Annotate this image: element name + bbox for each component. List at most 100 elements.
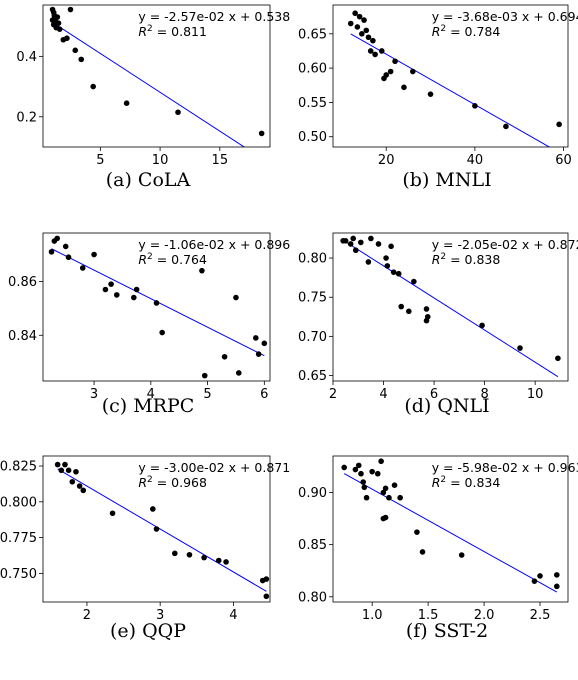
- x-tick-label: 1.0: [362, 608, 383, 623]
- subfigure-caption: (e) QQP: [110, 620, 186, 642]
- data-point: [397, 494, 403, 501]
- data-point: [76, 483, 83, 489]
- data-point: [56, 26, 63, 32]
- data-point: [517, 345, 523, 351]
- data-point: [458, 552, 465, 558]
- data-point: [406, 308, 412, 315]
- data-point: [54, 14, 61, 20]
- fit-line: [342, 239, 559, 378]
- data-point: [423, 306, 430, 312]
- data-point: [62, 243, 69, 250]
- data-point: [64, 35, 70, 42]
- x-tick-label: 6: [260, 387, 268, 402]
- data-point: [233, 294, 239, 301]
- data-point: [223, 559, 229, 565]
- x-tick-label: 4: [229, 608, 237, 623]
- y-tick-label: 0.800: [0, 495, 37, 510]
- x-tick-label: 10: [152, 153, 169, 168]
- chart-panel-6: 1.0 1.5 2.0 2.5 0.80 0.85 0.90 y = -5.98e-02 x …: [298, 455, 578, 642]
- data-point: [80, 487, 87, 494]
- x-tick-label: 3: [90, 387, 98, 402]
- x-tick-label: 4: [379, 387, 387, 402]
- data-point: [357, 239, 364, 246]
- data-point: [369, 468, 375, 475]
- y-tick-label: 0.86: [8, 275, 37, 290]
- data-point: [363, 27, 370, 34]
- x-tick-label: 10: [527, 387, 544, 402]
- data-point: [69, 478, 76, 485]
- data-point: [109, 510, 116, 517]
- y-tick-label: 0.55: [298, 96, 327, 111]
- data-point: [410, 68, 416, 75]
- data-point: [65, 467, 72, 474]
- x-tick-label: 2.5: [530, 608, 551, 623]
- data-point: [78, 56, 85, 63]
- data-point: [382, 514, 389, 521]
- data-point: [554, 572, 560, 578]
- x-tick-label: 8: [480, 387, 488, 402]
- data-point: [360, 479, 367, 485]
- data-point: [355, 462, 362, 469]
- x-tick-label: 3: [156, 608, 164, 623]
- x-tick-label: 1.5: [418, 608, 439, 623]
- data-point: [356, 13, 363, 20]
- data-point: [427, 91, 434, 97]
- data-point: [370, 37, 376, 44]
- fit-equation: y = -2.05e-02 x + 0.872: [432, 237, 578, 252]
- fit-line: [52, 22, 246, 147]
- fit-equation: y = -1.06e-02 x + 0.896: [138, 237, 290, 252]
- data-point: [367, 48, 374, 54]
- data-point: [390, 269, 397, 275]
- data-point: [361, 484, 368, 491]
- plot-frame: [42, 4, 271, 148]
- data-point: [72, 47, 79, 54]
- y-tick-label: 0.65: [298, 27, 327, 42]
- y-tick-label: 0.60: [298, 62, 327, 77]
- data-point: [133, 286, 140, 293]
- x-tick-label: 60: [555, 153, 572, 168]
- y-tick-label: 0.80: [298, 252, 327, 267]
- x-tick-label: 5: [203, 387, 211, 402]
- data-point: [342, 238, 349, 244]
- data-point: [361, 17, 367, 23]
- fit-equation: y = -3.68e-03 x + 0.694: [432, 9, 578, 24]
- data-point: [261, 340, 268, 347]
- data-point: [255, 351, 262, 357]
- data-point: [258, 130, 265, 137]
- data-point: [54, 235, 60, 242]
- data-point: [91, 251, 97, 258]
- y-tick-label: 0.825: [0, 460, 37, 475]
- data-point: [503, 123, 509, 130]
- subfigure-caption: (b) MNLI: [402, 169, 491, 191]
- data-point: [354, 24, 361, 30]
- y-tick-label: 0.75: [298, 291, 327, 306]
- data-point: [380, 489, 387, 496]
- fit-equation: y = -5.98e-02 x + 0.963: [432, 460, 578, 475]
- data-point: [383, 72, 390, 78]
- data-point: [253, 335, 259, 341]
- data-point: [383, 255, 389, 261]
- data-point: [73, 468, 79, 475]
- data-point: [395, 270, 402, 277]
- data-point: [378, 458, 384, 465]
- data-point: [102, 286, 109, 293]
- data-point: [419, 549, 426, 555]
- y-tick-label: 0.90: [298, 486, 327, 501]
- plot-frame: [332, 4, 569, 148]
- subfigure-caption: (c) MRPC: [102, 395, 195, 417]
- data-point: [392, 58, 398, 65]
- data-point: [368, 235, 374, 242]
- y-tick-label: 0.84: [8, 329, 37, 344]
- subfigure-caption: (d) QNLI: [404, 395, 489, 417]
- data-point: [108, 281, 114, 287]
- y-tick-label: 0.70: [298, 330, 327, 345]
- data-point: [382, 485, 389, 492]
- data-point: [62, 461, 68, 468]
- r-squared: R2 = 0.811: [138, 24, 207, 39]
- data-point: [352, 10, 358, 17]
- data-point: [424, 313, 431, 320]
- data-point: [372, 51, 378, 58]
- data-point: [384, 263, 391, 269]
- data-point: [153, 526, 160, 532]
